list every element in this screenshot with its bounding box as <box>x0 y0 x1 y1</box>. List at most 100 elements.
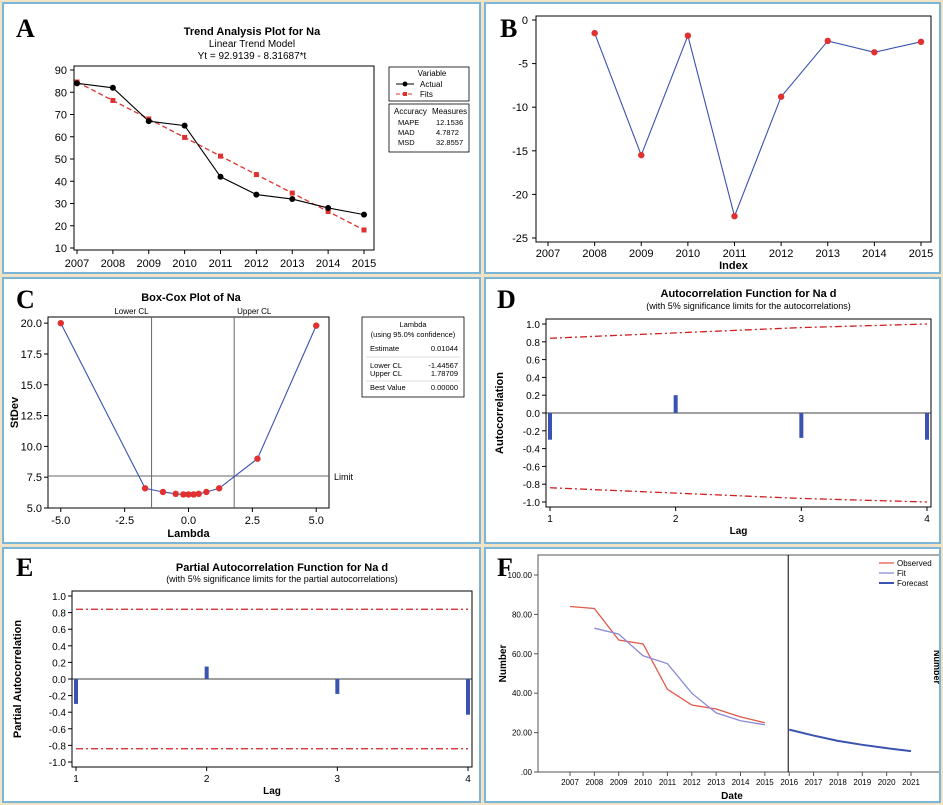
chart-subtitle: (with 5% significance limits for the par… <box>166 574 398 584</box>
x-axis-label: Lag <box>730 526 748 537</box>
lambda-box-subtitle: (using 95.0% confidence) <box>371 330 456 339</box>
y-tick-label: -20 <box>512 189 528 201</box>
series-point <box>871 49 878 56</box>
y-tick-label: 10 <box>55 243 67 255</box>
y-tick-label: -10 <box>512 102 528 114</box>
lambda-row-label: Estimate <box>370 344 399 353</box>
lambda-row-label: Best Value <box>370 383 406 392</box>
stdev-point <box>57 319 64 327</box>
series-line-forecast <box>788 728 912 753</box>
y-tick-label: 80 <box>55 87 67 99</box>
y-tick-label: -0.6 <box>523 462 541 473</box>
legend-label: Observed <box>897 559 932 568</box>
chart-title: Autocorrelation Function for Na d <box>661 288 837 300</box>
lower-cl-label: Lower CL <box>114 307 149 316</box>
x-tick-label: 2010 <box>634 778 652 787</box>
y-tick-label: -0.4 <box>523 445 541 456</box>
y-tick-label: -0.8 <box>49 741 67 752</box>
x-tick-label: -5.0 <box>51 515 70 527</box>
x-tick-label: 2 <box>204 774 210 785</box>
y-tick-label: 0.4 <box>52 642 66 653</box>
lambda-row-value: 0.01044 <box>431 344 458 353</box>
fits-point <box>110 97 116 103</box>
x-tick-label: 2012 <box>683 778 701 787</box>
y-tick-label: -1.0 <box>49 758 67 769</box>
x-tick-label: 2019 <box>853 778 871 787</box>
y-axis-label: Number <box>498 645 509 683</box>
series-line-observed <box>569 605 766 724</box>
x-tick-label: -2.5 <box>115 515 134 527</box>
x-tick-label: 2010 <box>172 258 196 270</box>
chart-subtitle: (with 5% significance limits for the aut… <box>646 301 851 311</box>
accuracy-measure-value: 32.8557 <box>436 138 463 147</box>
stdev-point <box>203 488 210 496</box>
y-tick-label: 0.4 <box>526 373 540 384</box>
forecast-chart: 100.00 80.00 60.00 40.00 20.00 .00 2007 2008 200… <box>498 554 939 801</box>
panel-b: 0 -5 -10 -15 -20 -25 2007 2008 2009 2010 2011 2012 2… <box>484 2 941 274</box>
y-axis-label: StDev <box>9 396 21 428</box>
panel-e: Partial Autocorrelation Function for Na … <box>2 547 481 803</box>
actual-point <box>217 173 224 180</box>
series-point <box>591 29 598 37</box>
fits-point <box>218 153 223 159</box>
lambda-row-value: -1.44567 <box>428 361 458 370</box>
y-tick-label: 0.8 <box>526 338 540 349</box>
plot-frame <box>535 15 932 243</box>
actual-point <box>289 196 296 203</box>
y-tick-label: 40.00 <box>512 689 533 698</box>
accuracy-measure-name: MAPE <box>398 118 419 127</box>
plot-frame <box>47 316 330 509</box>
y-tick-label: -0.2 <box>49 692 67 703</box>
y-axis-label: Autocorrelation <box>494 372 506 454</box>
y-tick-label: 20.0 <box>21 318 42 330</box>
lambda-row-label: Lower CL <box>370 361 402 370</box>
y-tick-label: 50 <box>55 154 67 166</box>
y-tick-label: 30 <box>55 199 67 211</box>
y-tick-label: 40 <box>55 176 67 188</box>
series-line-fit <box>594 627 765 726</box>
accuracy-measure-value: 12.1536 <box>436 118 463 127</box>
panel-a: Trend Analysis Plot for Na Linear Trend M… <box>2 2 481 274</box>
x-tick-label: 2013 <box>707 778 725 787</box>
x-axis-label: Index <box>719 260 749 272</box>
x-tick-label: 1 <box>547 514 553 525</box>
y-tick-label: -0.4 <box>49 708 67 719</box>
x-tick-label: 2013 <box>816 248 840 260</box>
y-tick-label: 0.8 <box>52 609 66 620</box>
chart-title: Trend Analysis Plot for Na <box>184 26 321 38</box>
x-tick-label: 2011 <box>723 248 747 260</box>
x-tick-label: 4 <box>465 774 471 785</box>
y-tick-label: 0.0 <box>526 409 540 420</box>
differenced-series-chart: 0 -5 -10 -15 -20 -25 2007 2008 2009 2010 2011 2012 2… <box>512 15 933 272</box>
x-tick-label: 2020 <box>878 778 896 787</box>
x-axis-label: Lag <box>263 786 281 797</box>
y-tick-label: 60.00 <box>512 650 533 659</box>
limit-label: Limit <box>334 472 354 482</box>
x-tick-label: 2013 <box>280 258 304 270</box>
x-tick-label: 2007 <box>536 248 560 260</box>
lambda-row-value: 0.00000 <box>431 383 458 392</box>
pacf-chart: Partial Autocorrelation Function for Na … <box>12 562 473 797</box>
x-tick-label: 2012 <box>769 248 793 260</box>
chart-subtitle: Linear Trend Model <box>209 39 295 50</box>
accuracy-header-left: Accuracy <box>394 107 427 116</box>
panel-label-a: A <box>16 14 35 43</box>
actual-point <box>253 191 260 198</box>
y-tick-label: 17.5 <box>21 349 42 361</box>
accuracy-measure-name: MSD <box>398 138 415 147</box>
actual-point <box>361 211 367 218</box>
upper-cl-label: Upper CL <box>237 307 272 316</box>
accuracy-measure-name: MAD <box>398 128 415 137</box>
accuracy-box <box>388 103 470 153</box>
y-tick-label: -1.0 <box>523 498 541 509</box>
y-tick-label: 0.6 <box>526 356 540 367</box>
y-tick-label: 7.5 <box>27 472 42 484</box>
correlation-bar <box>74 679 78 704</box>
series-point <box>638 151 645 159</box>
x-axis-label: Lambda <box>167 528 210 540</box>
x-tick-label: 4 <box>924 514 930 525</box>
y-tick-label: 15.0 <box>21 380 42 392</box>
x-tick-label: 2007 <box>561 778 579 787</box>
fits-point <box>253 172 259 178</box>
